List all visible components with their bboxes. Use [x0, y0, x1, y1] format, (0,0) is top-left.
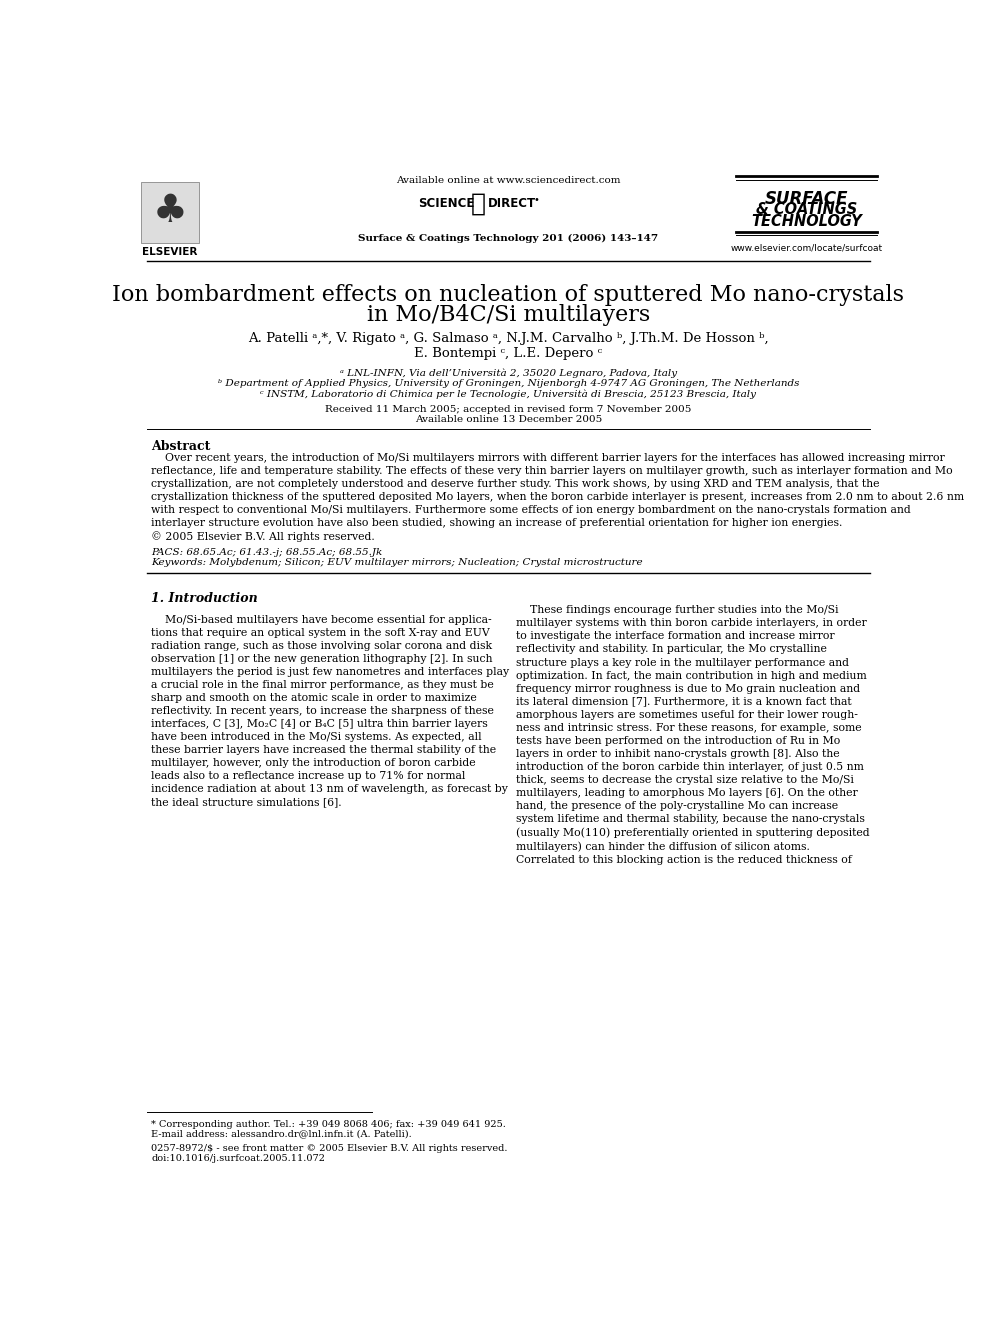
Text: 0257-8972/$ - see front matter © 2005 Elsevier B.V. All rights reserved.: 0257-8972/$ - see front matter © 2005 El…: [151, 1144, 508, 1154]
Text: SURFACE: SURFACE: [765, 189, 848, 208]
Bar: [141, 181, 199, 243]
Text: Ion bombardment effects on nucleation of sputtered Mo nano-crystals: Ion bombardment effects on nucleation of…: [112, 283, 905, 306]
Text: DIRECT: DIRECT: [488, 197, 537, 210]
Text: Surface & Coatings Technology 201 (2006) 143–147: Surface & Coatings Technology 201 (2006)…: [358, 234, 659, 243]
Text: Received 11 March 2005; accepted in revised form 7 November 2005: Received 11 March 2005; accepted in revi…: [325, 405, 691, 414]
Text: A. Patelli ᵃ,*, V. Rigato ᵃ, G. Salmaso ᵃ, N.J.M. Carvalho ᵇ, J.Th.M. De Hosson : A. Patelli ᵃ,*, V. Rigato ᵃ, G. Salmaso …: [248, 332, 769, 345]
Text: & COATINGS: & COATINGS: [756, 202, 857, 217]
Text: SCIENCE: SCIENCE: [419, 197, 475, 210]
Text: ELSEVIER: ELSEVIER: [142, 247, 197, 257]
Text: Available online 13 December 2005: Available online 13 December 2005: [415, 415, 602, 425]
Text: Abstract: Abstract: [151, 439, 210, 452]
Text: doi:10.1016/j.surfcoat.2005.11.072: doi:10.1016/j.surfcoat.2005.11.072: [151, 1154, 325, 1163]
Text: TECHNOLOGY: TECHNOLOGY: [751, 214, 862, 229]
Text: ♣: ♣: [153, 192, 187, 230]
Text: Keywords: Molybdenum; Silicon; EUV multilayer mirrors; Nucleation; Crystal micro: Keywords: Molybdenum; Silicon; EUV multi…: [151, 558, 643, 568]
Text: Mo/Si-based multilayers have become essential for applica-
tions that require an: Mo/Si-based multilayers have become esse…: [151, 615, 509, 807]
Text: ᶜ INSTM, Laboratorio di Chimica per le Tecnologie, Università di Brescia, 25123 : ᶜ INSTM, Laboratorio di Chimica per le T…: [260, 390, 757, 400]
Text: E-mail address: alessandro.dr@lnl.infn.it (A. Patelli).: E-mail address: alessandro.dr@lnl.infn.i…: [151, 1129, 412, 1138]
Text: ⓐ: ⓐ: [471, 192, 486, 216]
Text: www.elsevier.com/locate/surfcoat: www.elsevier.com/locate/surfcoat: [731, 243, 883, 253]
Text: These findings encourage further studies into the Mo/Si
multilayer systems with : These findings encourage further studies…: [516, 606, 870, 865]
Text: Available online at www.sciencedirect.com: Available online at www.sciencedirect.co…: [396, 176, 621, 185]
Text: in Mo/B4C/Si multilayers: in Mo/B4C/Si multilayers: [367, 303, 650, 325]
Text: 1. Introduction: 1. Introduction: [151, 591, 258, 605]
Text: ᵃ LNL-INFN, Via dell’Università 2, 35020 Legnaro, Padova, Italy: ᵃ LNL-INFN, Via dell’Università 2, 35020…: [340, 368, 677, 377]
Text: Over recent years, the introduction of Mo/Si multilayers mirrors with different : Over recent years, the introduction of M…: [151, 452, 964, 542]
Text: PACS: 68.65.Ac; 61.43.-j; 68.55.Ac; 68.55.Jk: PACS: 68.65.Ac; 61.43.-j; 68.55.Ac; 68.5…: [151, 548, 382, 557]
Text: * Corresponding author. Tel.: +39 049 8068 406; fax: +39 049 641 925.: * Corresponding author. Tel.: +39 049 80…: [151, 1119, 506, 1129]
Text: •: •: [534, 194, 539, 205]
Text: E. Bontempi ᶜ, L.E. Depero ᶜ: E. Bontempi ᶜ, L.E. Depero ᶜ: [415, 347, 602, 360]
Text: ᵇ Department of Applied Physics, University of Groningen, Nijenborgh 4-9747 AG G: ᵇ Department of Applied Physics, Univers…: [217, 378, 800, 388]
